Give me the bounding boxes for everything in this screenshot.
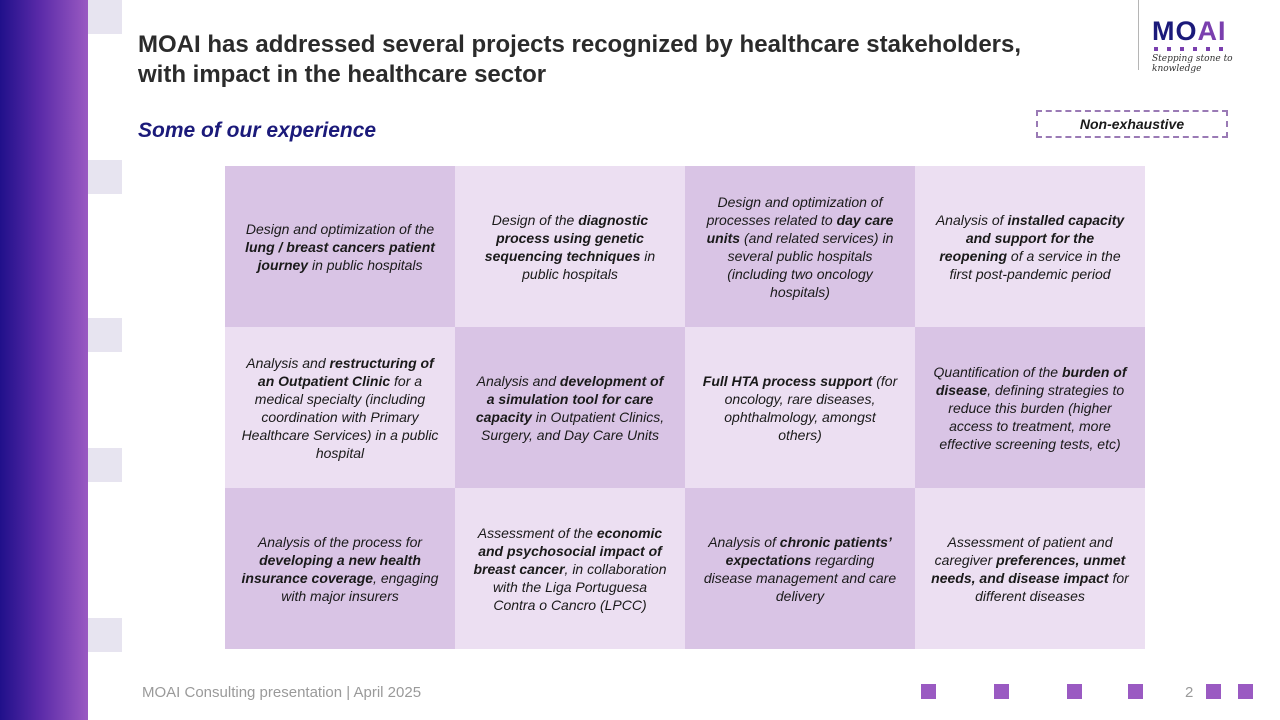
experience-cell-text: Quantification of the burden of disease,… bbox=[931, 363, 1129, 453]
experience-cell-text: Analysis and development of a simulation… bbox=[471, 372, 669, 444]
logo-dot bbox=[1154, 47, 1158, 51]
cell-text-bold: developing a new health insurance covera… bbox=[241, 551, 421, 586]
cell-text: Assessment of patient and caregiver bbox=[934, 533, 1113, 568]
side-square bbox=[88, 318, 122, 352]
cell-text: Design and optimization of processes rel… bbox=[706, 193, 883, 228]
experience-cell-text: Analysis of chronic patients’ expectatio… bbox=[701, 533, 899, 605]
experience-cell: Design and optimization of processes rel… bbox=[685, 166, 915, 327]
experience-cell: Analysis of chronic patients’ expectatio… bbox=[685, 488, 915, 649]
experience-cell: Assessment of patient and caregiver pref… bbox=[915, 488, 1145, 649]
side-decoration bbox=[88, 0, 124, 720]
experience-cell: Analysis and development of a simulation… bbox=[455, 327, 685, 488]
experience-cell-text: Analysis of the process for developing a… bbox=[241, 533, 439, 605]
footer-square bbox=[921, 684, 936, 699]
experience-cell: Analysis of the process for developing a… bbox=[225, 488, 455, 649]
cell-text: , engaging with major insurers bbox=[281, 569, 439, 604]
logo-wordmark: MOAI bbox=[1152, 16, 1272, 46]
logo-dot bbox=[1219, 47, 1223, 51]
experience-cell-text: Full HTA process support (for oncology, … bbox=[701, 372, 899, 444]
experience-cell-text: Assessment of the economic and psychosoc… bbox=[471, 524, 669, 614]
cell-text-bold: day care units bbox=[706, 211, 894, 246]
logo-wordmark-ai: AI bbox=[1197, 16, 1227, 46]
experience-cell: Quantification of the burden of disease,… bbox=[915, 327, 1145, 488]
experience-cell: Assessment of the economic and psychosoc… bbox=[455, 488, 685, 649]
cell-text: , in collaboration with the Liga Portugu… bbox=[492, 560, 667, 613]
side-square bbox=[88, 618, 122, 652]
cell-text: in public hospitals bbox=[308, 256, 423, 273]
cell-text-bold: Full HTA process support bbox=[702, 372, 873, 389]
experience-cell-text: Design of the diagnostic process using g… bbox=[471, 211, 669, 283]
footer-square bbox=[1238, 684, 1253, 699]
footer-square bbox=[994, 684, 1009, 699]
cell-text-bold: development of a simulation tool for car… bbox=[475, 372, 664, 425]
cell-text: regarding disease management and care de… bbox=[703, 551, 897, 604]
section-subtitle: Some of our experience bbox=[138, 119, 377, 142]
footer-square bbox=[1206, 684, 1221, 699]
experience-cell-text: Analysis of installed capacity and suppo… bbox=[931, 211, 1129, 283]
cell-text: Analysis of bbox=[935, 211, 1008, 228]
experience-cell-text: Design and optimization of processes rel… bbox=[701, 193, 899, 301]
cell-text: Design and optimization of the bbox=[245, 220, 435, 237]
experience-cell-text: Analysis and restructuring of an Outpati… bbox=[241, 354, 439, 462]
logo-tagline: Stepping stone to knowledge bbox=[1152, 54, 1233, 74]
experience-cell: Full HTA process support (for oncology, … bbox=[685, 327, 915, 488]
experience-cell: Analysis and restructuring of an Outpati… bbox=[225, 327, 455, 488]
experience-cell: Design of the diagnostic process using g… bbox=[455, 166, 685, 327]
side-square bbox=[88, 160, 122, 194]
logo-dot bbox=[1193, 47, 1197, 51]
experience-cell: Analysis of installed capacity and suppo… bbox=[915, 166, 1145, 327]
slide-title: MOAI has addressed several projects reco… bbox=[138, 30, 1138, 90]
logo-dots bbox=[1154, 47, 1272, 51]
side-square bbox=[88, 448, 122, 482]
cell-text: Analysis and bbox=[476, 372, 560, 389]
cell-text: in public hospitals bbox=[522, 247, 656, 282]
experience-grid: Design and optimization of the lung / br… bbox=[225, 166, 1145, 649]
slide-title-line1: MOAI has addressed several projects reco… bbox=[138, 31, 1022, 58]
moai-logo: MOAI Stepping stone to knowledge bbox=[1152, 16, 1272, 74]
cell-text: Analysis of bbox=[708, 533, 780, 550]
cell-text: of a service in the first post-pandemic … bbox=[949, 247, 1121, 282]
cell-text: for a medical specialty (including coord… bbox=[241, 372, 439, 461]
footer-square bbox=[1128, 684, 1143, 699]
cell-text: , defining strategies to reduce this bur… bbox=[939, 381, 1125, 452]
cell-text: (for oncology, rare diseases, ophthalmol… bbox=[724, 372, 898, 443]
footer-text: MOAI Consulting presentation | April 202… bbox=[142, 684, 422, 701]
cell-text-bold: installed capacity and support for the r… bbox=[939, 211, 1125, 264]
cell-text: Assessment of the bbox=[477, 524, 597, 541]
side-square bbox=[88, 0, 122, 34]
cell-text: (and related services) in several public… bbox=[727, 229, 894, 300]
logo-wordmark-mo: MO bbox=[1152, 16, 1198, 46]
cell-text-bold: restructuring of an Outpatient Clinic bbox=[257, 354, 434, 389]
slide-title-line2: with impact in the healthcare sector bbox=[138, 61, 547, 88]
logo-dot bbox=[1206, 47, 1210, 51]
non-exhaustive-tag: Non-exhaustive bbox=[1036, 110, 1228, 138]
footer-square bbox=[1067, 684, 1082, 699]
logo-dot bbox=[1167, 47, 1171, 51]
header-divider bbox=[1138, 0, 1139, 70]
cell-text: Design of the bbox=[491, 211, 579, 228]
cell-text: Analysis and bbox=[246, 354, 330, 371]
cell-text: for different diseases bbox=[975, 569, 1129, 604]
cell-text: Quantification of the bbox=[933, 363, 1062, 380]
cell-text-bold: chronic patients’ expectations bbox=[725, 533, 892, 568]
cell-text: Analysis of the process for bbox=[257, 533, 423, 550]
logo-dot bbox=[1180, 47, 1184, 51]
cell-text-bold: diagnostic process using genetic sequenc… bbox=[484, 211, 649, 264]
cell-text-bold: preferences, unmet needs, and disease im… bbox=[931, 551, 1126, 586]
cell-text-bold: burden of disease bbox=[935, 363, 1127, 398]
page-number: 2 bbox=[1185, 684, 1194, 701]
cell-text-bold: economic and psychosocial impact of brea… bbox=[473, 524, 663, 577]
cell-text-bold: lung / breast cancers patient journey bbox=[245, 238, 435, 273]
experience-cell-text: Assessment of patient and caregiver pref… bbox=[931, 533, 1129, 605]
cell-text: in Outpatient Clinics, Surgery, and Day … bbox=[481, 408, 665, 443]
side-gradient-bar bbox=[0, 0, 88, 720]
experience-cell-text: Design and optimization of the lung / br… bbox=[241, 220, 439, 274]
experience-cell: Design and optimization of the lung / br… bbox=[225, 166, 455, 327]
